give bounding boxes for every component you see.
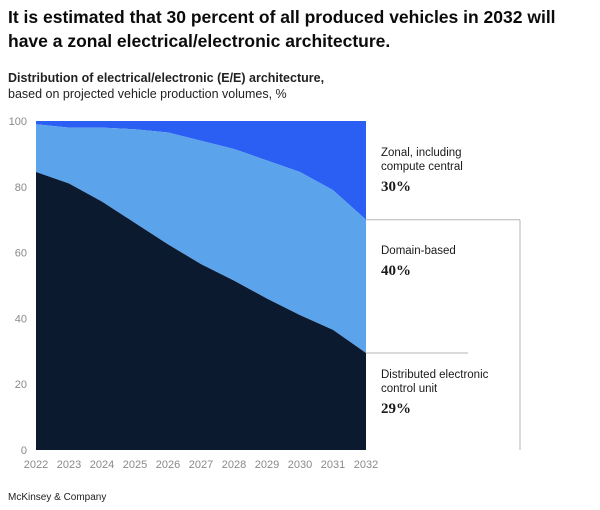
annotation-distributed-value: 29% bbox=[381, 401, 411, 417]
subtitle-plain: based on projected vehicle production vo… bbox=[8, 87, 287, 101]
y-tick-label: 20 bbox=[15, 379, 27, 391]
annotation-domain-label: Domain-based bbox=[381, 245, 456, 257]
source-credit: McKinsey & Company bbox=[8, 492, 107, 503]
area-domain-based bbox=[36, 124, 366, 353]
x-tick-label: 2030 bbox=[288, 459, 312, 471]
y-tick-label: 60 bbox=[15, 248, 27, 260]
x-tick-label: 2032 bbox=[354, 459, 378, 471]
chart-subtitle: Distribution of electrical/electronic (E… bbox=[8, 70, 568, 102]
y-tick-label: 100 bbox=[9, 116, 27, 128]
x-tick-label: 2031 bbox=[321, 459, 345, 471]
x-tick-label: 2028 bbox=[222, 459, 246, 471]
y-tick-label: 40 bbox=[15, 313, 27, 325]
annotation-zonal-label: Zonal, including compute central bbox=[381, 147, 463, 173]
x-tick-label: 2024 bbox=[90, 459, 114, 471]
x-tick-label: 2027 bbox=[189, 459, 213, 471]
annotation-distributed: Distributed electronic control unit 29% bbox=[381, 368, 491, 417]
x-tick-label: 2029 bbox=[255, 459, 279, 471]
x-tick-label: 2025 bbox=[123, 459, 147, 471]
y-tick-label: 80 bbox=[15, 182, 27, 194]
annotation-domain-value: 40% bbox=[381, 263, 411, 279]
y-tick-label: 0 bbox=[21, 445, 27, 457]
annotation-zonal-value: 30% bbox=[381, 179, 411, 195]
headline: It is estimated that 30 percent of all p… bbox=[8, 7, 556, 51]
x-tick-label: 2023 bbox=[57, 459, 81, 471]
x-tick-label: 2026 bbox=[156, 459, 180, 471]
annotation-zonal: Zonal, including compute central 30% bbox=[381, 146, 491, 195]
annotation-distributed-label: Distributed electronic control unit bbox=[381, 369, 489, 395]
x-tick-label: 2022 bbox=[24, 459, 48, 471]
annotation-domain: Domain-based 40% bbox=[381, 244, 491, 279]
subtitle-bold: Distribution of electrical/electronic (E… bbox=[8, 71, 325, 85]
area-distributed-ecu bbox=[36, 171, 366, 450]
area-zonal bbox=[36, 121, 366, 220]
